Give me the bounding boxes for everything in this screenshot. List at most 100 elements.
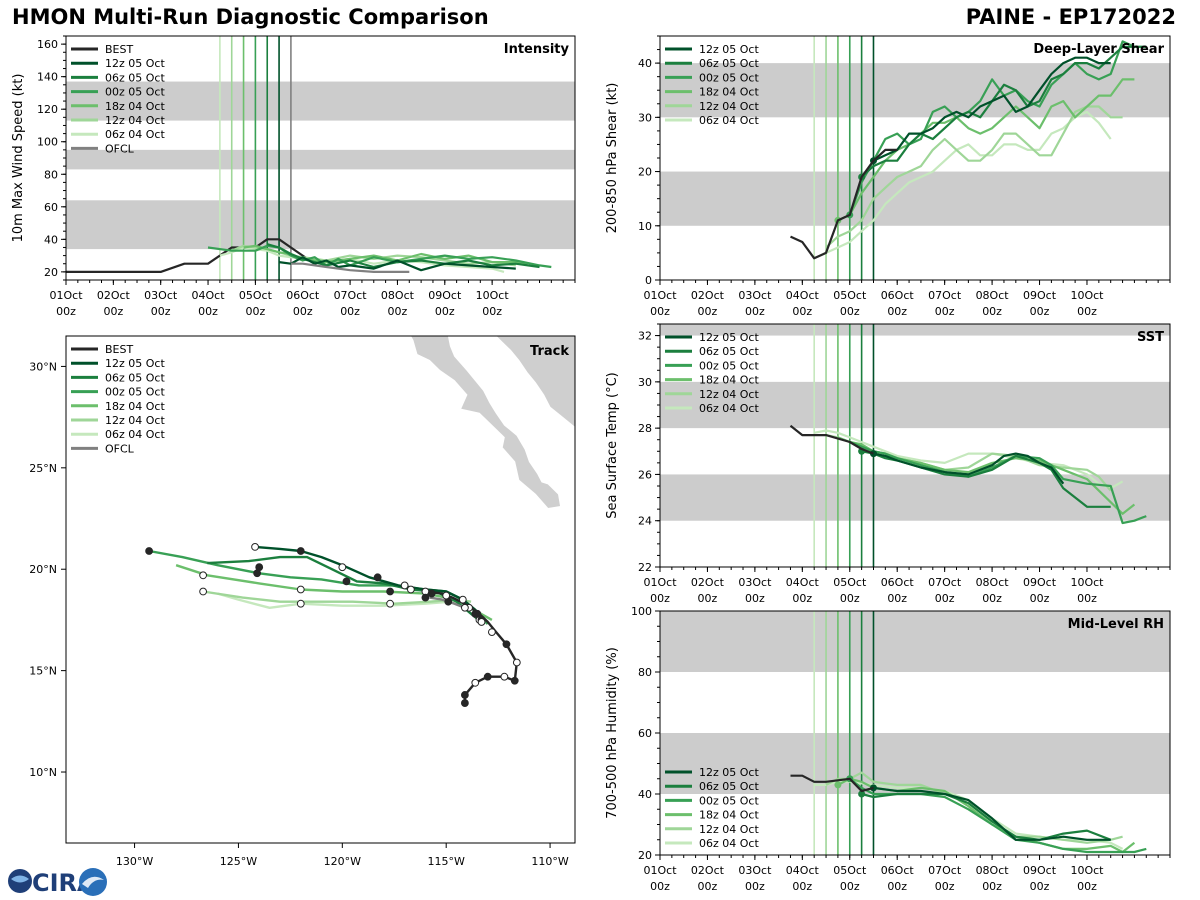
intensity-ytick-label: 60 (44, 201, 58, 214)
intensity-xtick-label: 00z (103, 305, 123, 318)
rh-xtick-label: 04Oct (786, 864, 820, 877)
shear-xtick-label: 04Oct (786, 289, 820, 302)
intensity-legend-label: 18z 04 Oct (105, 100, 165, 113)
rh-series-12z-05-Oct (873, 786, 1111, 841)
sst-ytick-label: 22 (638, 561, 652, 574)
intensity-panel: 20 40 60 80 100 120 140 160 01Oct 00z 02Oct 00z 03Oc… (11, 35, 576, 318)
rh-legend-label: 12z 05 Oct (699, 766, 759, 779)
shear-xtick-label: 03Oct (738, 289, 772, 302)
shear-xtick-label: 02Oct (691, 289, 725, 302)
rh-xtick-label: 00z (698, 880, 718, 893)
track-marker (199, 587, 208, 596)
track-legend-label: 12z 04 Oct (105, 414, 165, 427)
intensity-xtick-label: 04Oct (192, 289, 226, 302)
intensity-series-06z-05-Oct (266, 243, 540, 269)
intensity-title: Intensity (504, 42, 570, 57)
rh-marker-0 (858, 790, 866, 798)
intensity-xtick-label: 00z (293, 305, 313, 318)
sst-xtick-label: 00z (1030, 592, 1050, 605)
shear-xtick-label: 00z (887, 305, 907, 318)
track-legend-label: 00z 05 Oct (105, 386, 165, 399)
track-marker (510, 676, 519, 685)
sst-ytick-label: 30 (638, 376, 652, 389)
intensity-xtick-label: 02Oct (97, 289, 131, 302)
rh-title: Mid-Level RH (1068, 617, 1164, 632)
shear-xtick-label: 00z (840, 305, 860, 318)
rh-xtick-label: 07Oct (928, 864, 962, 877)
intensity-band-0 (66, 200, 575, 250)
sst-xtick-label: 05Oct (833, 576, 867, 589)
sst-ytick-label: 24 (638, 515, 652, 528)
sst-frame (659, 323, 1171, 568)
sst-band-1 (660, 381, 1170, 429)
shear-series-06z-05-Oct (860, 45, 1147, 178)
track-series-06z-04-Oct (217, 592, 468, 609)
shear-xtick-label: 00z (792, 305, 812, 318)
intensity-ytick-label: 40 (44, 233, 58, 246)
shear-xtick-label: 00z (698, 305, 718, 318)
shear-xtick-label: 05Oct (833, 289, 867, 302)
intensity-band-2 (66, 81, 575, 121)
intensity-legend-label: 06z 04 Oct (105, 128, 165, 141)
track-marker (373, 573, 382, 582)
intensity-series-OFCL (290, 262, 410, 273)
rh-xtick-label: 00z (792, 880, 812, 893)
track-xtick-label: 110°W (531, 855, 568, 868)
track-marker (460, 691, 469, 699)
rh-ylabel: 700-500 hPa Humidity (%) (605, 647, 620, 819)
intensity-ytick-label: 80 (44, 168, 58, 181)
track-marker (421, 593, 430, 602)
intensity-legend-label: 06z 05 Oct (105, 71, 165, 84)
shear-series-18z-04-Oct (837, 78, 1135, 222)
shear-ytick-label: 0 (645, 274, 652, 287)
track-marker (512, 658, 521, 667)
intensity-xtick-label: 10Oct (476, 289, 510, 302)
shear-panel: 0 10 20 30 40 01Oct 00z 02Oct 00z 03Oct 00z 04Oct 00… (605, 35, 1171, 318)
intensity-xtick-label: 09Oct (428, 289, 462, 302)
sst-legend-label: 12z 04 Oct (699, 388, 759, 401)
storm-title: PAINE - EP172022 (965, 5, 1176, 29)
shear-xtick-label: 01Oct (643, 289, 677, 302)
intensity-xtick-label: 00z (340, 305, 360, 318)
rh-xtick-label: 00z (840, 880, 860, 893)
intensity-xtick-label: 01Oct (49, 289, 83, 302)
intensity-legend-label: BEST (105, 43, 133, 56)
sst-title: SST (1137, 330, 1164, 345)
shear-ylabel: 200-850 hPa Shear (kt) (605, 83, 620, 234)
rh-series-06z-05-Oct (861, 792, 1112, 841)
track-marker (342, 577, 351, 586)
track-marker (442, 591, 451, 600)
track-marker (473, 609, 482, 618)
track-marker (400, 581, 409, 590)
intensity-xtick-label: 08Oct (381, 289, 415, 302)
rh-ytick-label: 20 (638, 849, 652, 862)
rh-xtick-label: 00z (745, 880, 765, 893)
rh-xtick-label: 10Oct (1070, 864, 1104, 877)
track-marker (458, 595, 467, 604)
intensity-ytick-label: 120 (37, 103, 58, 116)
intensity-xtick-label: 07Oct (334, 289, 368, 302)
rh-ytick-label: 80 (638, 666, 652, 679)
sst-xtick-label: 00z (650, 592, 670, 605)
intensity-ytick-label: 160 (37, 38, 58, 51)
track-marker (487, 628, 496, 636)
track-marker (296, 585, 305, 594)
intensity-legend-label: 12z 04 Oct (105, 114, 165, 127)
track-xtick-label: 125°W (220, 855, 257, 868)
intensity-xtick-label: 00z (246, 305, 266, 318)
rh-legend-label: 12z 04 Oct (699, 823, 759, 836)
track-ytick-label: 30°N (29, 360, 57, 373)
track-xtick-label: 120°W (324, 855, 361, 868)
track-marker (199, 571, 208, 580)
track-marker (460, 699, 469, 707)
intensity-xtick-label: 00z (482, 305, 502, 318)
shear-xtick-label: 00z (650, 305, 670, 318)
intensity-xtick-label: 00z (151, 305, 171, 318)
track-legend-label: BEST (105, 343, 133, 356)
rh-xtick-label: 05Oct (833, 864, 867, 877)
